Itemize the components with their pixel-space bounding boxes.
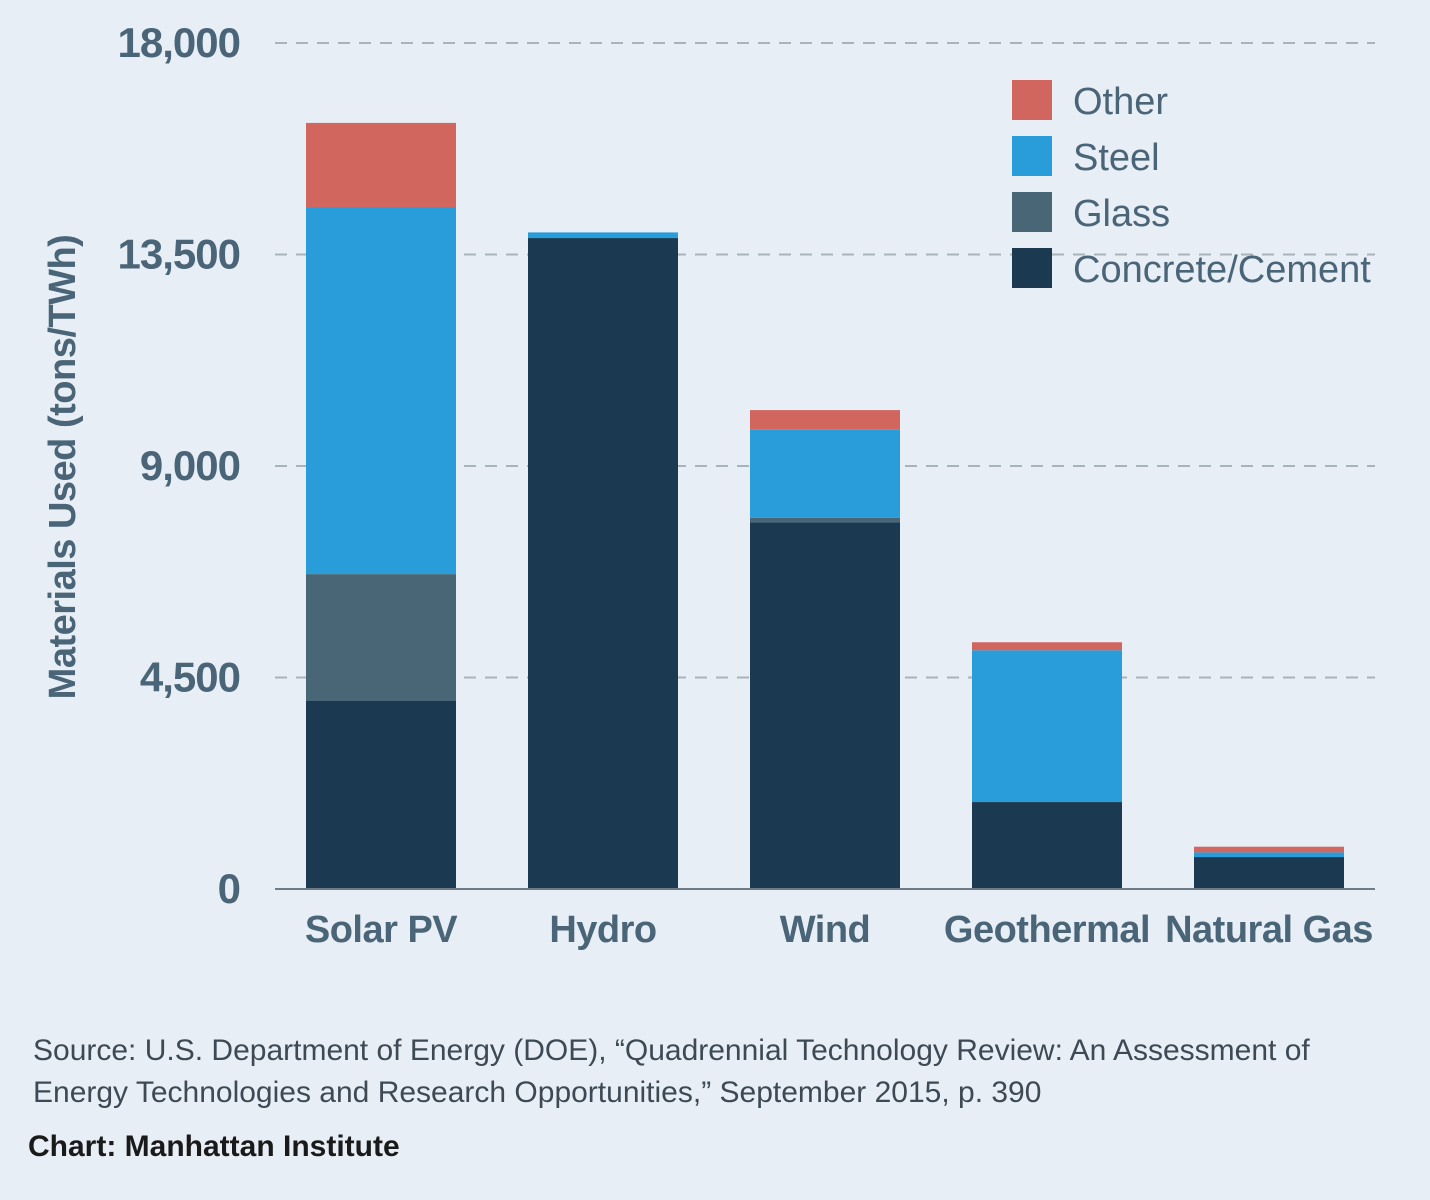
y-tick-label: 0	[218, 865, 240, 912]
bar-segment	[528, 232, 678, 239]
y-tick-label: 18,000	[118, 19, 240, 66]
bar-segment	[1194, 857, 1344, 889]
bar-segment	[972, 802, 1122, 889]
y-tick-label: 4,500	[140, 654, 240, 701]
legend: Other Steel Glass Concrete/Cement	[1012, 80, 1371, 291]
x-tick-label: Hydro	[549, 909, 656, 951]
legend-label: Concrete/Cement	[1073, 249, 1371, 291]
legend-swatch	[1012, 192, 1052, 232]
bar-segment	[306, 574, 456, 701]
y-axis-ticks: 0 4,500 9,000 13,500 18,000	[118, 19, 241, 912]
x-tick-label: Wind	[780, 909, 871, 951]
y-axis-title: Materials Used (tons/TWh)	[42, 235, 84, 700]
bar-segment	[750, 410, 900, 430]
legend-swatch	[1012, 136, 1052, 176]
source-note: Source: U.S. Department of Energy (DOE),…	[33, 1034, 1310, 1109]
bar-segment	[972, 642, 1122, 651]
legend-label: Other	[1073, 81, 1168, 123]
x-tick-label: Natural Gas	[1165, 909, 1373, 951]
bar-segment	[750, 429, 900, 518]
x-tick-label: Geothermal	[944, 909, 1150, 951]
x-tick-label: Solar PV	[305, 909, 458, 951]
legend-label: Glass	[1073, 193, 1170, 235]
x-axis-ticks: Solar PV Hydro Wind Geothermal Natural Gas	[305, 909, 1374, 951]
bars	[306, 122, 1344, 890]
bar-segment	[972, 650, 1122, 803]
chart-credit: Chart: Manhattan Institute	[28, 1130, 400, 1163]
y-tick-label: 9,000	[140, 442, 240, 489]
bar-segment	[528, 238, 678, 890]
bar-segment	[1194, 852, 1344, 858]
chart-canvas: 0 4,500 9,000 13,500 18,000 Solar PV Hydro Win…	[42, 19, 1375, 951]
legend-swatch	[1012, 248, 1052, 288]
legend-label: Steel	[1073, 137, 1160, 179]
bar-segment	[306, 122, 456, 208]
bar-segment	[750, 522, 900, 889]
y-tick-label: 13,500	[118, 231, 240, 278]
bar-segment	[306, 207, 456, 575]
bar-segment	[306, 701, 456, 889]
bar-segment	[750, 517, 900, 523]
legend-swatch	[1012, 80, 1052, 120]
bar-segment	[1194, 846, 1344, 853]
